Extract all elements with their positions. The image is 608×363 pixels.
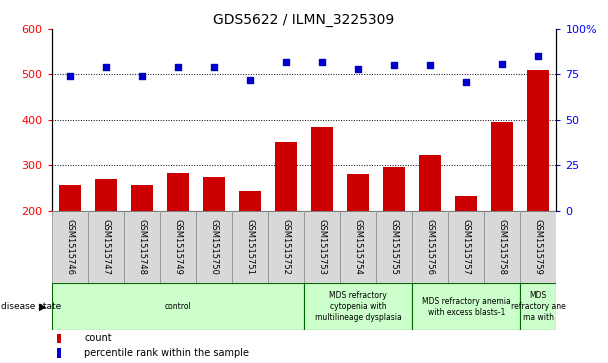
Point: [461, 79, 471, 85]
Bar: [491, 122, 513, 211]
Text: GSM1515750: GSM1515750: [209, 219, 218, 275]
Text: GSM1515747: GSM1515747: [102, 219, 110, 275]
Title: GDS5622 / ILMN_3225309: GDS5622 / ILMN_3225309: [213, 13, 395, 26]
Point: [281, 59, 291, 65]
Bar: [52, 211, 88, 283]
Bar: [520, 283, 556, 330]
Point: [137, 73, 147, 79]
Point: [426, 62, 435, 68]
Point: [65, 73, 75, 79]
Bar: [528, 70, 549, 211]
Bar: [239, 191, 261, 211]
Point: [245, 77, 255, 83]
Point: [101, 64, 111, 70]
Bar: [57, 334, 61, 343]
Bar: [131, 185, 153, 211]
Bar: [304, 283, 412, 330]
Bar: [124, 211, 160, 283]
Text: GSM1515754: GSM1515754: [354, 219, 362, 275]
Text: ▶: ▶: [40, 302, 47, 312]
Bar: [167, 173, 188, 211]
Bar: [455, 196, 477, 211]
Bar: [59, 185, 80, 211]
Text: GSM1515759: GSM1515759: [534, 219, 543, 275]
Bar: [484, 211, 520, 283]
Text: GSM1515755: GSM1515755: [390, 219, 399, 275]
Bar: [420, 155, 441, 211]
Point: [209, 64, 219, 70]
Bar: [412, 283, 520, 330]
Text: count: count: [85, 334, 112, 343]
Bar: [311, 127, 333, 211]
Text: MDS refractory anemia
with excess blasts-1: MDS refractory anemia with excess blasts…: [422, 297, 511, 317]
Bar: [448, 211, 484, 283]
Point: [173, 64, 183, 70]
Bar: [304, 211, 340, 283]
Bar: [196, 211, 232, 283]
Bar: [275, 142, 297, 211]
Bar: [232, 211, 268, 283]
Bar: [203, 178, 225, 211]
Bar: [412, 211, 448, 283]
Point: [533, 53, 543, 59]
Bar: [347, 174, 369, 211]
Bar: [383, 167, 405, 211]
Bar: [95, 179, 117, 211]
Point: [389, 62, 399, 68]
Text: MDS refractory
cytopenia with
multilineage dysplasia: MDS refractory cytopenia with multilinea…: [315, 291, 401, 322]
Bar: [340, 211, 376, 283]
Text: GSM1515749: GSM1515749: [173, 219, 182, 275]
Bar: [268, 211, 304, 283]
Point: [317, 59, 327, 65]
Text: GSM1515758: GSM1515758: [498, 219, 506, 275]
Bar: [520, 211, 556, 283]
Text: GSM1515757: GSM1515757: [461, 219, 471, 275]
Text: control: control: [165, 302, 191, 311]
Text: disease state: disease state: [1, 302, 61, 311]
Text: GSM1515751: GSM1515751: [246, 219, 254, 275]
Point: [497, 61, 507, 66]
Text: MDS
refractory ane
ma with: MDS refractory ane ma with: [511, 291, 565, 322]
Point: [353, 66, 363, 72]
Bar: [57, 348, 61, 358]
Text: GSM1515746: GSM1515746: [65, 219, 74, 275]
Text: GSM1515756: GSM1515756: [426, 219, 435, 275]
Text: GSM1515753: GSM1515753: [317, 219, 326, 275]
Text: GSM1515748: GSM1515748: [137, 219, 147, 275]
Text: percentile rank within the sample: percentile rank within the sample: [85, 348, 249, 358]
Bar: [88, 211, 124, 283]
Bar: [160, 211, 196, 283]
Bar: [52, 283, 304, 330]
Bar: [376, 211, 412, 283]
Text: GSM1515752: GSM1515752: [282, 219, 291, 275]
